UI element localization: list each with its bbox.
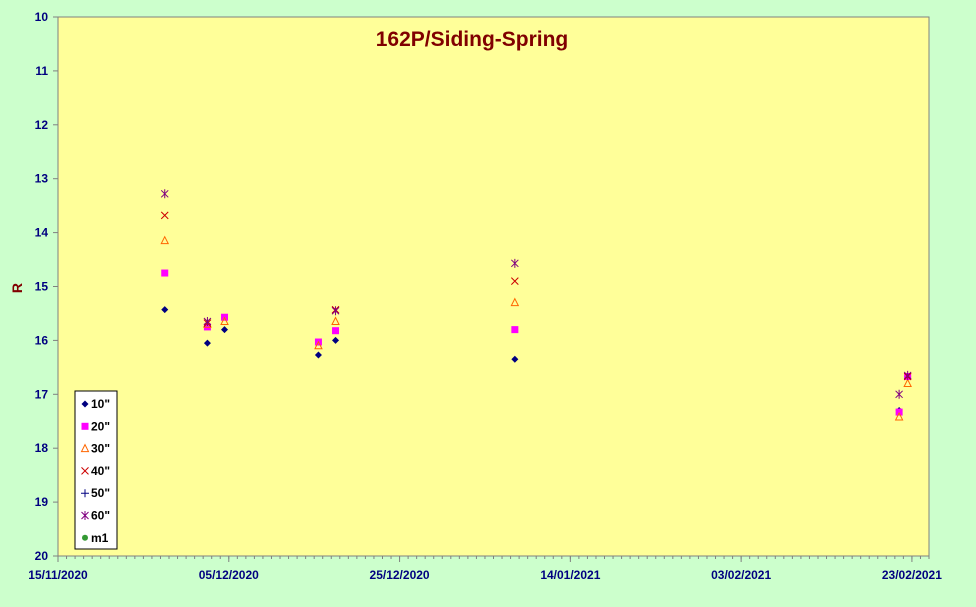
data-point (160, 235, 170, 245)
chart-title: 162P/Siding-Spring (376, 28, 569, 51)
data-point (160, 189, 169, 199)
legend: 10" 20" 30" 40" 50" 60" m1 (74, 390, 118, 550)
data-point (332, 327, 340, 335)
x-tick-label: 25/12/2020 (370, 568, 430, 582)
data-point (220, 316, 229, 326)
legend-label: 10" (91, 397, 110, 411)
y-tick-label: 17 (35, 387, 49, 401)
data-point (903, 370, 912, 380)
y-tick-label: 12 (35, 118, 49, 132)
data-point (511, 355, 519, 363)
y-tick-label: 10 (35, 10, 49, 24)
data-point (314, 351, 322, 359)
y-tick-label: 11 (35, 64, 48, 78)
legend-marker (82, 534, 88, 541)
legend-marker (81, 467, 89, 475)
data-point (894, 411, 904, 421)
data-point (161, 306, 169, 314)
data-point (203, 317, 212, 327)
legend-label: 30" (91, 442, 110, 456)
data-point (510, 297, 520, 307)
legend-box (74, 390, 118, 550)
data-point (903, 378, 912, 388)
y-tick-label: 20 (35, 549, 49, 563)
y-tick-label: 14 (35, 226, 49, 240)
marks-layer (160, 189, 912, 421)
y-tick-label: 16 (35, 333, 49, 347)
data-point (314, 340, 323, 350)
y-axis-label: R (9, 283, 25, 293)
legend-label: 50" (91, 486, 110, 500)
legend-label: m1 (91, 531, 109, 545)
x-tick-label: 05/12/2020 (199, 568, 259, 582)
x-tick-label: 15/11/2020 (28, 568, 88, 582)
y-tick-label: 13 (35, 172, 49, 186)
legend-label: 60" (91, 509, 110, 523)
data-point (895, 389, 903, 399)
axes-layer: 10 11 12 13 14 15 16 17 18 19 20 15/11/2020 05/12/20… (28, 10, 942, 582)
legend-items: 10" 20" 30" 40" 50" 60" m1 (80, 397, 110, 545)
data-point (510, 258, 519, 268)
legend-marker (81, 511, 89, 520)
data-point (511, 326, 519, 334)
series-5 (160, 189, 912, 399)
data-point (203, 339, 211, 347)
x-tick-label: 14/01/2021 (540, 568, 600, 582)
legend-marker (81, 489, 89, 498)
legend-label: 20" (91, 419, 110, 433)
data-point (510, 277, 519, 285)
legend-marker (81, 422, 89, 430)
series-2 (160, 235, 912, 421)
data-point (331, 316, 340, 326)
data-point (160, 211, 169, 220)
x-tick-label: 23/02/2021 (882, 568, 942, 582)
legend-marker (81, 400, 89, 408)
y-tick-label: 15 (35, 280, 49, 294)
y-tick-label: 18 (35, 441, 49, 455)
data-point (331, 306, 340, 316)
plot-area (57, 16, 930, 557)
x-tick-label: 03/02/2021 (711, 568, 771, 582)
legend-marker (80, 443, 90, 453)
legend-label: 40" (91, 464, 110, 478)
y-tick-label: 19 (35, 495, 49, 509)
data-point (161, 269, 169, 277)
data-point (221, 326, 229, 334)
data-point (332, 336, 340, 344)
